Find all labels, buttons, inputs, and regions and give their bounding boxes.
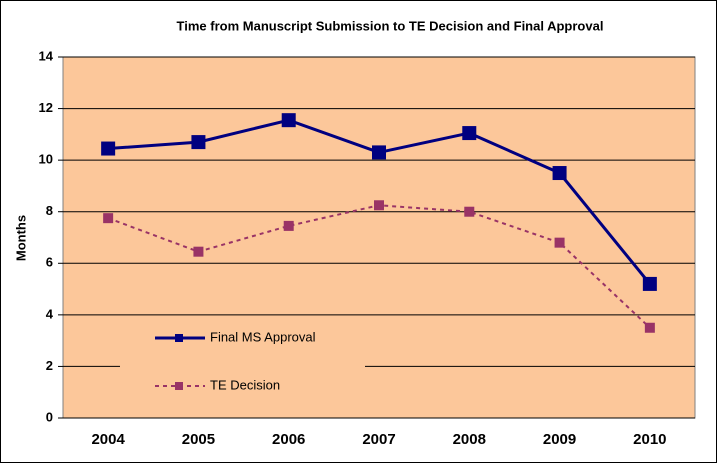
chart-title: Time from Manuscript Submission to TE De… (177, 18, 604, 33)
point-marker (644, 322, 655, 333)
point-marker (283, 220, 294, 231)
x-tick-label: 2008 (453, 431, 486, 448)
legend-swatch-marker (175, 382, 183, 390)
y-tick-label: 4 (46, 306, 54, 321)
y-tick-label: 12 (39, 100, 53, 115)
y-tick-label: 8 (46, 203, 53, 218)
point-marker (552, 166, 567, 181)
legend-label: TE Decision (210, 377, 280, 392)
point-marker (281, 113, 296, 128)
legend-swatch-marker (175, 334, 183, 342)
point-marker (464, 206, 475, 217)
x-tick-label: 2006 (272, 431, 305, 448)
point-marker (103, 213, 114, 224)
point-marker (193, 246, 204, 257)
point-marker (462, 126, 477, 141)
y-tick-label: 14 (39, 48, 54, 63)
y-tick-label: 10 (39, 152, 53, 167)
point-marker (191, 135, 206, 150)
x-tick-label: 2010 (633, 431, 666, 448)
y-tick-label: 2 (46, 358, 53, 373)
legend-label: Final MS Approval (210, 329, 316, 344)
point-marker (642, 276, 657, 291)
x-tick-label: 2005 (182, 431, 215, 448)
point-marker (372, 145, 386, 160)
point-marker (101, 141, 116, 156)
x-tick-label: 2007 (362, 431, 395, 448)
y-tick-label: 0 (46, 409, 53, 424)
point-marker (554, 237, 565, 248)
y-axis-label: Months (13, 215, 28, 261)
x-tick-label: 2009 (543, 431, 576, 448)
legend-box (120, 318, 365, 403)
y-tick-label: 6 (46, 255, 53, 270)
x-tick-label: 2004 (91, 431, 125, 448)
point-marker (374, 200, 384, 211)
